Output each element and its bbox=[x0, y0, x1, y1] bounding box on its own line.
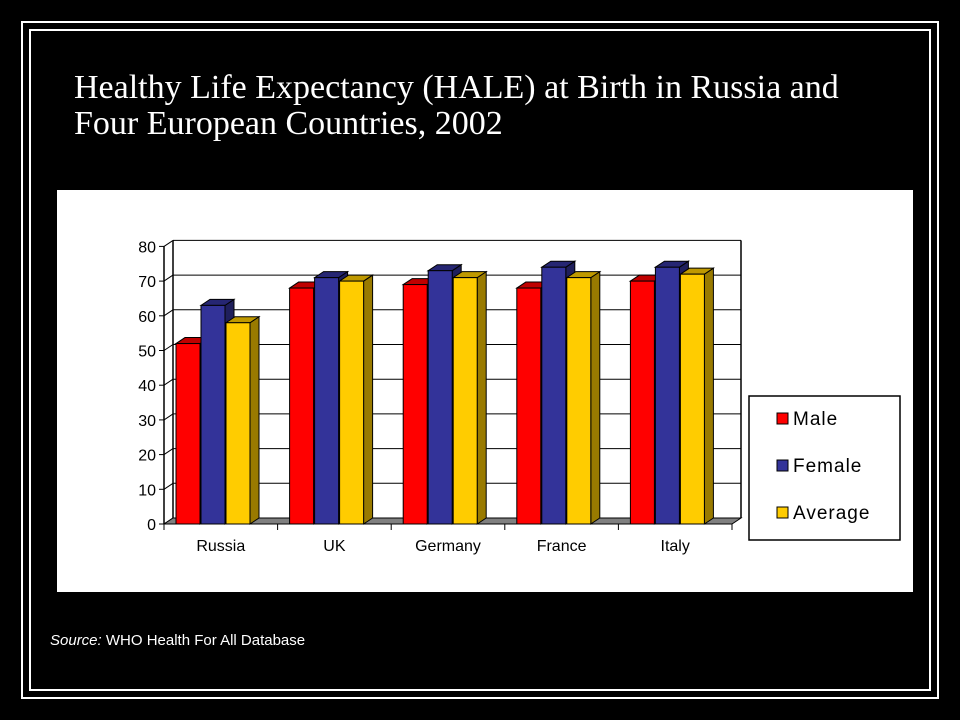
y-tick-label: 40 bbox=[138, 378, 156, 395]
legend-label-female: Female bbox=[793, 456, 862, 477]
gridline-depth bbox=[163, 482, 174, 490]
bar-male-uk bbox=[289, 287, 315, 525]
source-note: Source: WHO Health For All Database bbox=[50, 632, 305, 649]
bar-side bbox=[703, 267, 714, 525]
legend-box bbox=[748, 395, 901, 541]
y-tick-label: 30 bbox=[138, 413, 156, 430]
bar-female-russia bbox=[200, 304, 226, 525]
bar-average-germany bbox=[452, 277, 478, 525]
bar-male-france bbox=[516, 287, 542, 525]
slide-outer-border bbox=[21, 21, 939, 699]
legend-swatch-male bbox=[776, 412, 789, 425]
source-label: Source: bbox=[50, 632, 102, 649]
gridline-depth bbox=[163, 378, 174, 386]
source-text: WHO Health For All Database bbox=[101, 632, 306, 649]
bar-female-france bbox=[541, 266, 567, 525]
legend-swatch-average bbox=[776, 506, 789, 519]
bar-chart: 0 10 20 30 40 50 60 70 80 Russia UK Germany France It… bbox=[138, 239, 901, 555]
legend-label-average: Average bbox=[793, 503, 870, 524]
y-tick-label: 60 bbox=[138, 309, 156, 326]
bar-side bbox=[590, 270, 601, 525]
legend-label-male: Male bbox=[793, 409, 838, 430]
gridline-depth bbox=[163, 344, 174, 351]
y-tick-label: 10 bbox=[138, 482, 156, 499]
bar-average-russia bbox=[225, 322, 251, 525]
bar-side bbox=[363, 274, 374, 525]
y-tick-label: 50 bbox=[138, 344, 156, 361]
gridline-depth bbox=[163, 448, 174, 456]
bar-average-uk bbox=[339, 280, 365, 525]
y-tick-label: 20 bbox=[138, 448, 156, 465]
legend-swatch-female bbox=[776, 459, 789, 472]
gridline-depth bbox=[163, 274, 174, 282]
y-tick-label: 0 bbox=[147, 517, 156, 534]
legend: Male Female Average bbox=[748, 395, 901, 541]
gridline-depth bbox=[163, 309, 174, 317]
bar-female-uk bbox=[314, 277, 340, 525]
gridline-depth bbox=[163, 413, 174, 421]
bar-side bbox=[476, 270, 487, 525]
bar-female-italy bbox=[654, 266, 680, 525]
slide-title: Healthy Life Expectancy (HALE) at Birth … bbox=[74, 69, 839, 142]
bar-average-italy bbox=[679, 273, 705, 525]
bar-average-france bbox=[566, 277, 592, 525]
bar-side bbox=[249, 315, 260, 525]
x-tick-label: UK bbox=[323, 538, 346, 555]
slide-inner-border bbox=[29, 29, 931, 691]
x-tick-label: France bbox=[537, 538, 587, 555]
chart-panel: 0 10 20 30 40 50 60 70 80 Russia UK Germany France It… bbox=[57, 190, 913, 592]
gridline-depth bbox=[163, 239, 174, 247]
x-tick-label: Germany bbox=[415, 538, 481, 555]
y-tick-label: 80 bbox=[138, 239, 156, 256]
x-tick-label: Russia bbox=[196, 538, 245, 555]
y-tick-label: 70 bbox=[138, 274, 156, 291]
bar-male-italy bbox=[629, 280, 655, 525]
bar-male-russia bbox=[175, 343, 201, 525]
x-tick-label: Italy bbox=[661, 538, 690, 555]
bar-male-germany bbox=[402, 284, 428, 525]
bar-female-germany bbox=[427, 270, 453, 525]
